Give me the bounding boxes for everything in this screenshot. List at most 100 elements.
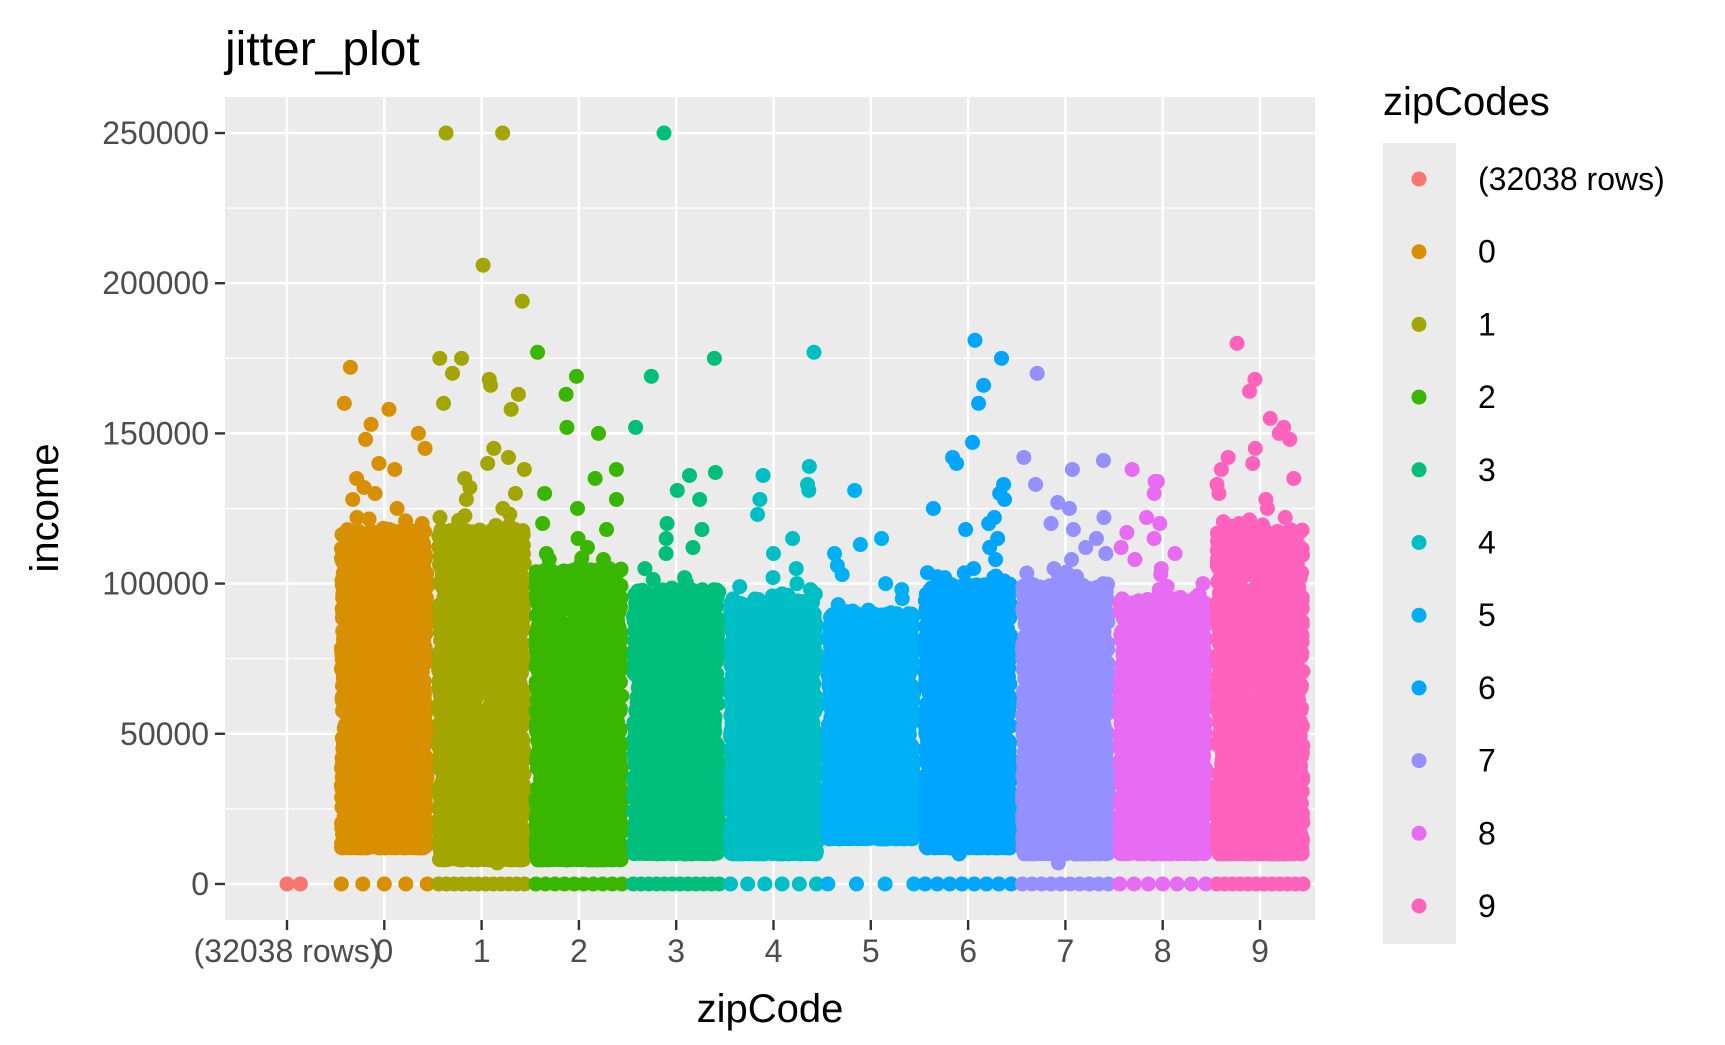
data-point bbox=[486, 780, 502, 796]
data-point bbox=[474, 710, 490, 726]
data-point bbox=[495, 501, 511, 516]
data-point bbox=[454, 691, 470, 707]
data-point bbox=[417, 837, 433, 853]
data-point bbox=[514, 798, 530, 814]
data-point bbox=[467, 613, 483, 629]
data-point bbox=[349, 805, 365, 821]
data-point bbox=[438, 125, 454, 141]
data-point bbox=[408, 673, 424, 689]
data-point bbox=[358, 625, 374, 641]
data-point bbox=[368, 581, 384, 597]
data-point bbox=[345, 491, 361, 507]
data-point bbox=[372, 676, 388, 692]
data-point bbox=[445, 568, 461, 584]
data-point bbox=[451, 512, 467, 528]
data-point bbox=[336, 395, 352, 411]
data-point bbox=[344, 605, 360, 621]
data-point bbox=[475, 257, 491, 273]
chart-title: jitter_plot bbox=[223, 23, 420, 76]
data-point bbox=[458, 627, 474, 643]
data-point bbox=[451, 850, 467, 866]
data-point bbox=[410, 425, 426, 441]
data-point bbox=[387, 461, 403, 477]
data-point bbox=[413, 816, 429, 832]
data-point bbox=[360, 753, 376, 769]
data-point bbox=[514, 293, 530, 309]
data-point bbox=[394, 646, 410, 662]
data-point bbox=[475, 758, 491, 774]
data-point bbox=[498, 632, 514, 648]
data-point bbox=[346, 839, 362, 855]
data-point bbox=[414, 516, 430, 532]
data-point bbox=[435, 769, 451, 785]
data-point bbox=[335, 622, 351, 638]
data-point bbox=[403, 831, 419, 847]
data-point bbox=[495, 699, 511, 715]
data-point bbox=[344, 754, 360, 770]
data-point bbox=[458, 491, 474, 507]
data-point bbox=[415, 743, 431, 759]
data-point bbox=[467, 550, 483, 566]
data-point bbox=[385, 834, 401, 850]
data-point bbox=[376, 876, 392, 892]
data-point bbox=[349, 510, 365, 526]
data-point bbox=[398, 513, 414, 529]
data-point bbox=[431, 716, 447, 732]
data-point bbox=[473, 652, 489, 668]
data-point bbox=[509, 747, 525, 763]
data-point bbox=[336, 809, 352, 825]
data-point bbox=[409, 568, 425, 584]
data-point bbox=[511, 851, 527, 867]
data-point bbox=[333, 876, 349, 892]
data-point bbox=[431, 697, 447, 713]
data-point bbox=[367, 485, 383, 501]
data-point bbox=[393, 707, 409, 723]
data-point bbox=[350, 648, 366, 664]
data-point bbox=[389, 501, 405, 516]
data-point bbox=[445, 529, 461, 545]
data-point bbox=[340, 671, 356, 687]
data-point bbox=[340, 738, 356, 754]
data-point bbox=[508, 655, 524, 671]
data-point bbox=[355, 876, 371, 892]
data-point bbox=[495, 612, 511, 628]
data-point bbox=[361, 539, 377, 555]
data-point bbox=[441, 734, 457, 750]
data-point bbox=[381, 401, 397, 417]
data-point bbox=[351, 689, 367, 705]
data-point bbox=[359, 566, 375, 582]
data-point bbox=[513, 617, 529, 633]
data-point bbox=[341, 706, 357, 722]
data-point bbox=[358, 431, 374, 447]
data-point bbox=[507, 485, 523, 501]
data-point bbox=[396, 769, 412, 785]
data-point bbox=[497, 823, 513, 839]
data-point bbox=[388, 791, 404, 807]
data-point bbox=[465, 583, 481, 599]
data-point bbox=[444, 365, 460, 381]
data-point bbox=[367, 802, 383, 818]
series-points bbox=[333, 359, 435, 892]
data-point bbox=[436, 395, 452, 411]
data-point bbox=[480, 574, 496, 590]
data-point bbox=[516, 461, 532, 477]
data-point bbox=[432, 556, 448, 572]
data-point bbox=[496, 752, 512, 768]
data-point bbox=[375, 520, 391, 536]
data-point bbox=[484, 590, 500, 606]
data-point bbox=[334, 573, 350, 589]
data-point bbox=[416, 686, 432, 702]
data-point bbox=[476, 629, 492, 645]
data-point bbox=[333, 777, 349, 793]
data-point bbox=[417, 440, 433, 456]
data-point bbox=[442, 543, 458, 559]
data-point bbox=[452, 746, 468, 762]
data-point bbox=[342, 359, 358, 375]
data-point bbox=[357, 787, 373, 803]
data-point bbox=[500, 449, 516, 465]
data-point bbox=[472, 728, 488, 744]
data-point bbox=[471, 743, 487, 759]
data-point bbox=[465, 849, 481, 865]
data-points bbox=[279, 125, 1311, 892]
